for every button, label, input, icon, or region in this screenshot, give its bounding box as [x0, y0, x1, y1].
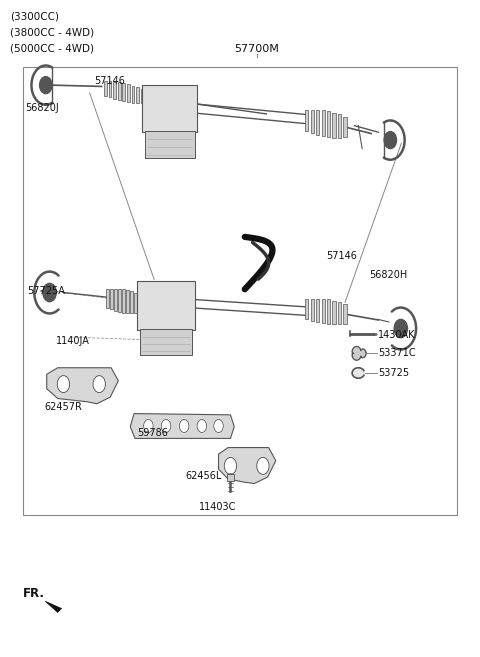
Bar [130, 291, 133, 313]
Text: 1140JA: 1140JA [56, 336, 90, 346]
Bar [118, 289, 121, 312]
Text: 59786: 59786 [137, 428, 168, 438]
Circle shape [161, 419, 171, 432]
Bar [142, 85, 197, 132]
Bar [144, 131, 195, 158]
Text: 56820J: 56820J [25, 102, 59, 113]
Bar [338, 302, 341, 325]
Bar [305, 299, 309, 319]
Bar [113, 81, 116, 99]
Bar [343, 116, 347, 137]
Text: 57146: 57146 [326, 251, 357, 261]
Bar [305, 110, 309, 131]
Polygon shape [45, 601, 61, 612]
Circle shape [180, 419, 189, 432]
Bar [104, 81, 107, 96]
Circle shape [93, 376, 106, 393]
Bar [343, 304, 347, 324]
Text: 56820H: 56820H [369, 269, 407, 280]
Text: 57700M: 57700M [234, 44, 279, 54]
Text: 1430AK: 1430AK [378, 330, 416, 340]
Text: 57725A: 57725A [28, 286, 65, 296]
Circle shape [39, 77, 52, 94]
Bar [126, 290, 129, 313]
Circle shape [214, 419, 223, 432]
Bar [132, 85, 134, 103]
Text: 62457R: 62457R [44, 402, 82, 412]
Text: 53371C: 53371C [378, 348, 416, 358]
Polygon shape [352, 368, 364, 378]
Bar [118, 82, 120, 101]
Bar [141, 89, 144, 103]
Text: 62456L: 62456L [185, 471, 221, 481]
Bar [137, 281, 195, 330]
Circle shape [197, 419, 206, 432]
Circle shape [224, 457, 237, 474]
Bar [322, 110, 325, 136]
Bar [122, 289, 125, 313]
Bar [333, 112, 336, 138]
Text: (3800CC - 4WD): (3800CC - 4WD) [10, 28, 94, 37]
Bar [114, 288, 117, 311]
Bar [138, 294, 141, 313]
Text: (3300CC): (3300CC) [10, 11, 59, 21]
Bar [311, 299, 314, 321]
Circle shape [43, 283, 56, 302]
Polygon shape [47, 368, 118, 404]
Bar [122, 83, 125, 101]
Bar [316, 298, 319, 322]
Text: (5000CC - 4WD): (5000CC - 4WD) [10, 44, 94, 54]
Polygon shape [218, 447, 276, 484]
Bar [322, 299, 325, 323]
Text: FR.: FR. [23, 587, 45, 600]
Bar [327, 111, 330, 137]
Bar [227, 474, 234, 481]
Bar [140, 328, 192, 355]
Circle shape [384, 131, 396, 148]
Polygon shape [130, 413, 234, 438]
Bar [136, 87, 139, 103]
Bar [311, 110, 314, 133]
Bar [316, 110, 319, 135]
Text: 53725: 53725 [378, 368, 409, 378]
Bar [106, 289, 109, 307]
Circle shape [394, 319, 408, 338]
Bar [338, 114, 341, 138]
Text: 11403C: 11403C [199, 502, 237, 512]
Polygon shape [352, 346, 366, 360]
Bar [108, 81, 111, 97]
Bar [333, 301, 336, 325]
Circle shape [144, 419, 153, 432]
Circle shape [257, 457, 269, 474]
Bar [127, 84, 130, 102]
Bar [134, 293, 137, 313]
Bar [23, 67, 457, 515]
Circle shape [57, 376, 70, 393]
Bar [327, 300, 330, 324]
Text: 57146: 57146 [95, 76, 125, 87]
Bar [110, 289, 113, 309]
